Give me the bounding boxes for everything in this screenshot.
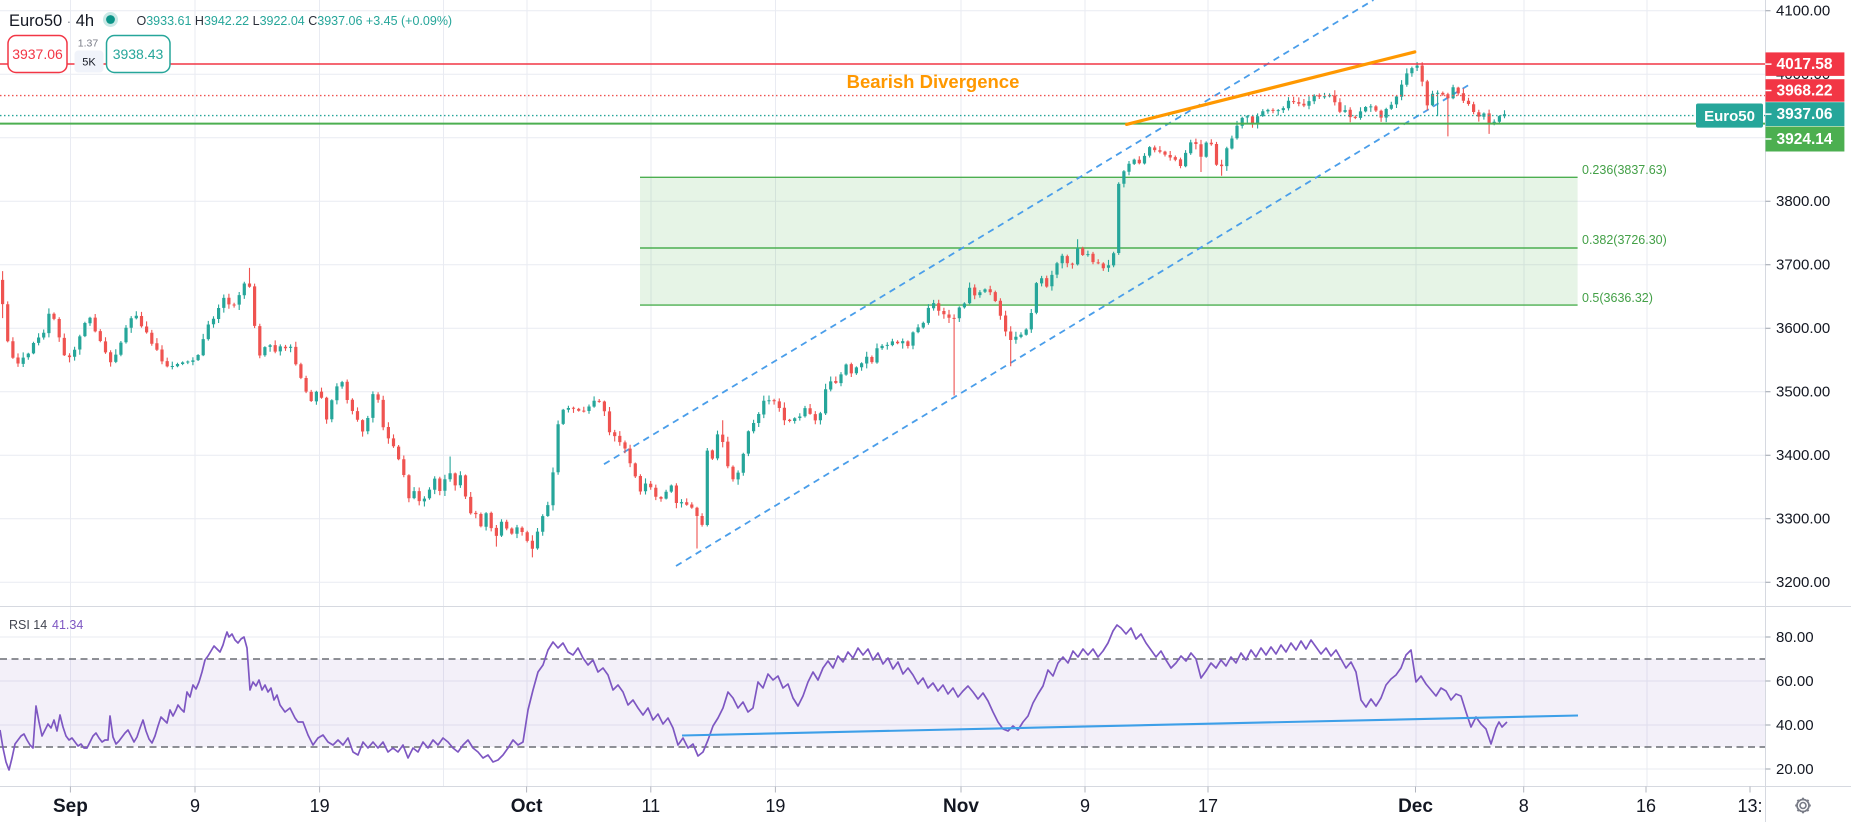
svg-text:3200.00: 3200.00 [1776,574,1830,591]
svg-text:4100.00: 4100.00 [1776,3,1830,20]
svg-text:3300.00: 3300.00 [1776,511,1830,528]
svg-text:Oct: Oct [511,796,543,817]
svg-text:20.00: 20.00 [1776,761,1814,778]
svg-text:3924.14: 3924.14 [1776,131,1832,148]
svg-text:11: 11 [641,796,660,816]
svg-text:Euro50: Euro50 [1704,108,1755,125]
svg-text:4017.58: 4017.58 [1776,56,1832,73]
svg-text:3937.06: 3937.06 [12,46,63,62]
svg-text:41.34: 41.34 [52,618,83,632]
svg-text:O3933.61 H3942.22 L3922.04 C39: O3933.61 H3942.22 L3922.04 C3937.06 +3.4… [137,14,453,28]
svg-text:13:: 13: [1737,796,1762,816]
svg-text:Bearish Divergence: Bearish Divergence [847,71,1020,92]
svg-text:5K: 5K [82,57,96,69]
svg-text:0.236(3837.63): 0.236(3837.63) [1582,163,1667,177]
svg-text:3968.22: 3968.22 [1776,82,1832,99]
svg-text:0.5(3636.32): 0.5(3636.32) [1582,291,1653,305]
svg-text:Dec: Dec [1398,796,1433,817]
svg-text:3938.43: 3938.43 [113,46,164,62]
svg-text:9: 9 [1080,796,1090,816]
svg-text:1.37: 1.37 [78,38,99,50]
svg-text:3500.00: 3500.00 [1776,384,1830,401]
svg-text:60.00: 60.00 [1776,673,1814,690]
svg-text:19: 19 [310,796,330,816]
svg-text:3937.06: 3937.06 [1776,106,1832,123]
svg-text:9: 9 [190,796,200,816]
svg-text:3600.00: 3600.00 [1776,320,1830,337]
svg-text:Nov: Nov [943,796,979,817]
svg-text:RSI 14: RSI 14 [9,618,47,632]
svg-text:8: 8 [1519,796,1529,816]
svg-text:80.00: 80.00 [1776,629,1814,646]
svg-text:3400.00: 3400.00 [1776,447,1830,464]
svg-text:Sep: Sep [53,796,88,817]
svg-text:17: 17 [1198,796,1218,816]
svg-text:40.00: 40.00 [1776,717,1814,734]
svg-text:3700.00: 3700.00 [1776,257,1830,274]
svg-text:0.382(3726.30): 0.382(3726.30) [1582,233,1667,247]
svg-text:19: 19 [765,796,785,816]
svg-text:16: 16 [1636,796,1656,816]
svg-text:3800.00: 3800.00 [1776,193,1830,210]
svg-text:Euro50 · 4h: Euro50 · 4h [9,12,94,30]
